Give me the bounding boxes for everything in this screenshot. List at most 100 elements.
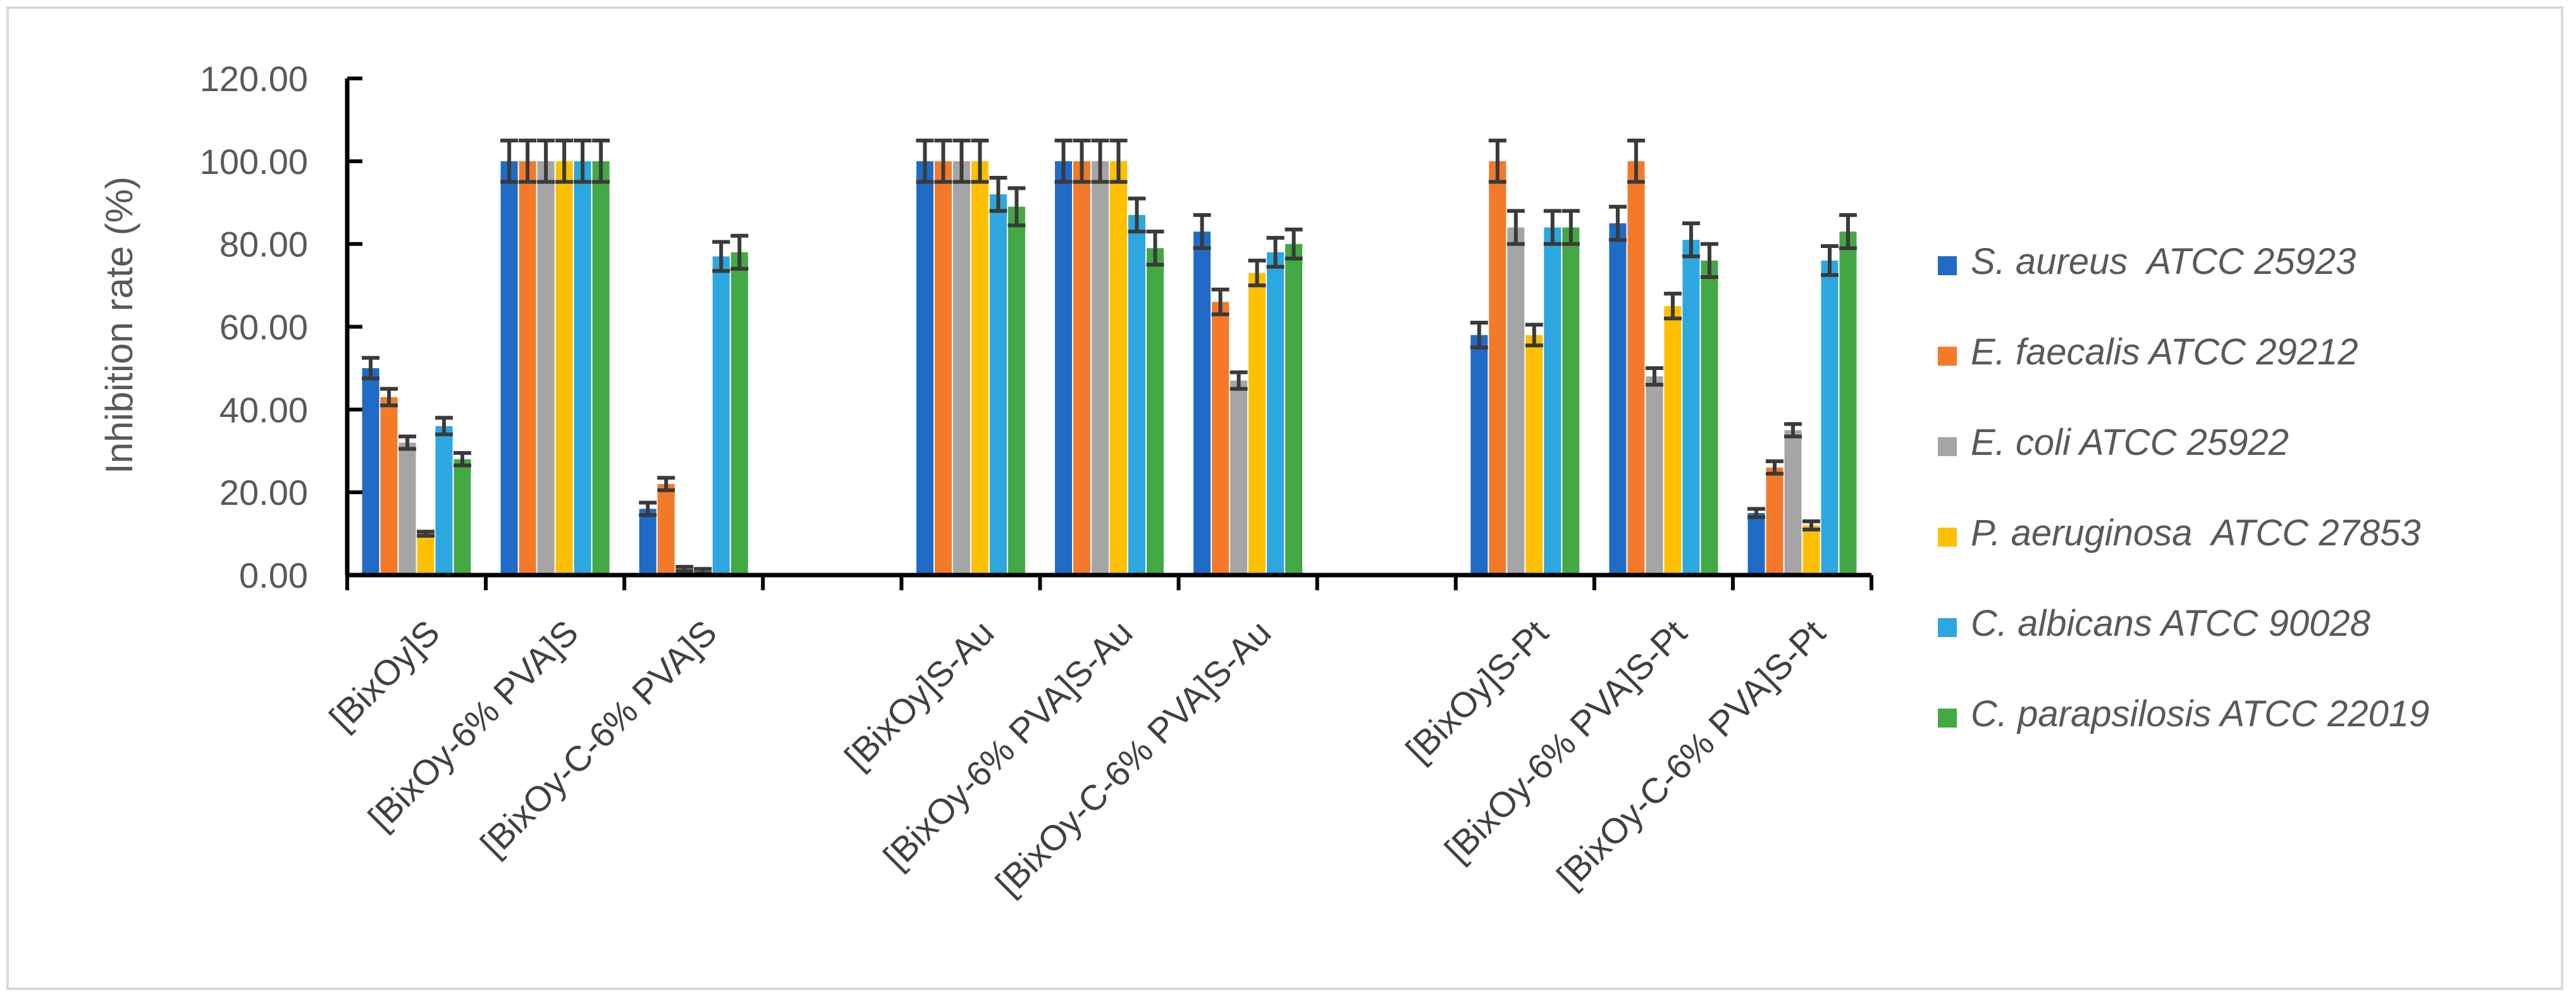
legend-entry: C. albicans ATCC 90028 xyxy=(1938,603,2370,644)
legend-label: C. parapsilosis ATCC 22019 xyxy=(1971,693,2429,734)
bar xyxy=(1664,306,1682,575)
bar xyxy=(1544,227,1562,575)
x-category-label: [BixOy-C-6% PVA]S-Au xyxy=(988,612,1279,903)
y-tick-label: 120.00 xyxy=(200,59,308,99)
legend-swatch xyxy=(1938,256,1957,275)
bar xyxy=(916,161,934,576)
bar xyxy=(1609,223,1627,575)
bar xyxy=(1766,467,1784,575)
legend-label: E. faecalis ATCC 29212 xyxy=(1971,332,2358,373)
bar-chart: Inhibition rate (%) 0.00 20.00 40.00 60.00 8… xyxy=(98,59,2429,903)
error-bar xyxy=(398,434,417,451)
bar xyxy=(1193,232,1211,576)
y-tick-labels: 0.00 20.00 40.00 60.00 80.00 100.00 120.00 xyxy=(200,59,308,595)
error-bar xyxy=(1193,213,1211,251)
bar xyxy=(1147,248,1164,575)
error-bar xyxy=(989,176,1008,213)
bar xyxy=(1803,525,1820,575)
legend-label: S. aureus ATCC 25923 xyxy=(1971,241,2356,282)
bar xyxy=(971,161,989,576)
legend-label: C. albicans ATCC 90028 xyxy=(1971,603,2370,644)
bar xyxy=(1470,335,1488,575)
bar xyxy=(1646,376,1663,575)
error-bar xyxy=(971,139,989,184)
error-bar xyxy=(1266,235,1285,269)
bar xyxy=(1008,206,1025,576)
error-bar xyxy=(592,139,610,184)
error-bar xyxy=(1211,287,1229,316)
error-bar xyxy=(730,233,749,271)
bar xyxy=(1682,240,1700,575)
error-bars-layer xyxy=(362,139,1857,575)
error-bar xyxy=(1073,139,1091,184)
error-bar xyxy=(952,139,971,184)
bar xyxy=(574,161,591,576)
error-bar xyxy=(657,476,675,492)
y-tick-label: 20.00 xyxy=(219,473,308,512)
legend-label: P. aeruginosa ATCC 27853 xyxy=(1971,512,2421,554)
error-bar xyxy=(417,530,435,538)
error-bar xyxy=(1820,244,1839,277)
error-bar xyxy=(1839,213,1857,251)
legend-entry: S. aureus ATCC 25923 xyxy=(1938,241,2356,282)
bar xyxy=(380,397,398,575)
legend-entry: P. aeruginosa ATCC 27853 xyxy=(1938,512,2421,554)
bar xyxy=(989,194,1007,576)
error-bar xyxy=(453,451,472,468)
error-bar xyxy=(639,500,657,517)
bar xyxy=(1110,161,1127,576)
legend-swatch xyxy=(1938,347,1957,366)
x-category-label: [BixOy-C-6% PVA]S xyxy=(472,612,724,864)
bar xyxy=(1507,227,1525,575)
error-bar xyxy=(555,139,574,184)
legend-entry: C. parapsilosis ATCC 22019 xyxy=(1938,693,2429,734)
bar xyxy=(1627,161,1645,576)
bar xyxy=(1747,512,1765,575)
legend-label: E. coli ATCC 25922 xyxy=(1971,422,2289,463)
error-bar xyxy=(435,416,453,437)
legend-swatch xyxy=(1938,437,1957,456)
legend-swatch xyxy=(1938,709,1957,728)
error-bar xyxy=(519,139,537,184)
legend-swatch xyxy=(1938,528,1957,547)
y-tick-label: 60.00 xyxy=(219,307,308,347)
error-bar xyxy=(1608,204,1627,242)
y-axis-label: Inhibition rate (%) xyxy=(98,177,140,474)
bar xyxy=(952,161,970,576)
legend-swatch xyxy=(1938,618,1957,637)
x-category-label: [BixOy-6% PVA]S-Au xyxy=(876,612,1140,877)
bar xyxy=(730,252,748,575)
y-tick-label: 80.00 xyxy=(219,225,308,264)
bar xyxy=(1267,252,1285,575)
bar xyxy=(1821,260,1839,575)
bar xyxy=(657,484,675,575)
bar xyxy=(417,533,434,575)
error-bar xyxy=(1109,139,1128,184)
bar xyxy=(934,161,952,576)
bar xyxy=(555,161,573,576)
bar xyxy=(537,161,555,576)
error-bar xyxy=(1285,227,1303,261)
x-category-label: [BixOy-6% PVA]S-Pt xyxy=(1437,612,1694,870)
bar xyxy=(639,509,656,575)
legend-entry: E. coli ATCC 25922 xyxy=(1938,422,2289,463)
bar xyxy=(1055,161,1072,576)
error-bar xyxy=(1008,186,1026,228)
bar xyxy=(1525,335,1543,575)
bar xyxy=(435,426,453,575)
bar xyxy=(1784,430,1802,575)
y-tick-label: 40.00 xyxy=(219,390,308,430)
error-bar xyxy=(1765,459,1784,476)
bar xyxy=(1839,232,1857,576)
bar xyxy=(592,161,610,576)
bar xyxy=(712,256,730,575)
bar xyxy=(1248,273,1266,575)
x-category-label: [BixOy]S xyxy=(321,612,447,738)
bar xyxy=(500,161,518,576)
bar xyxy=(1128,214,1145,575)
bar xyxy=(1212,302,1229,575)
bar xyxy=(1489,161,1507,576)
category-labels: [BixOy]S[BixOy-6% PVA]S[BixOy-C-6% PVA]S… xyxy=(321,612,1833,903)
bar xyxy=(1562,227,1580,575)
error-bar xyxy=(1682,221,1700,259)
